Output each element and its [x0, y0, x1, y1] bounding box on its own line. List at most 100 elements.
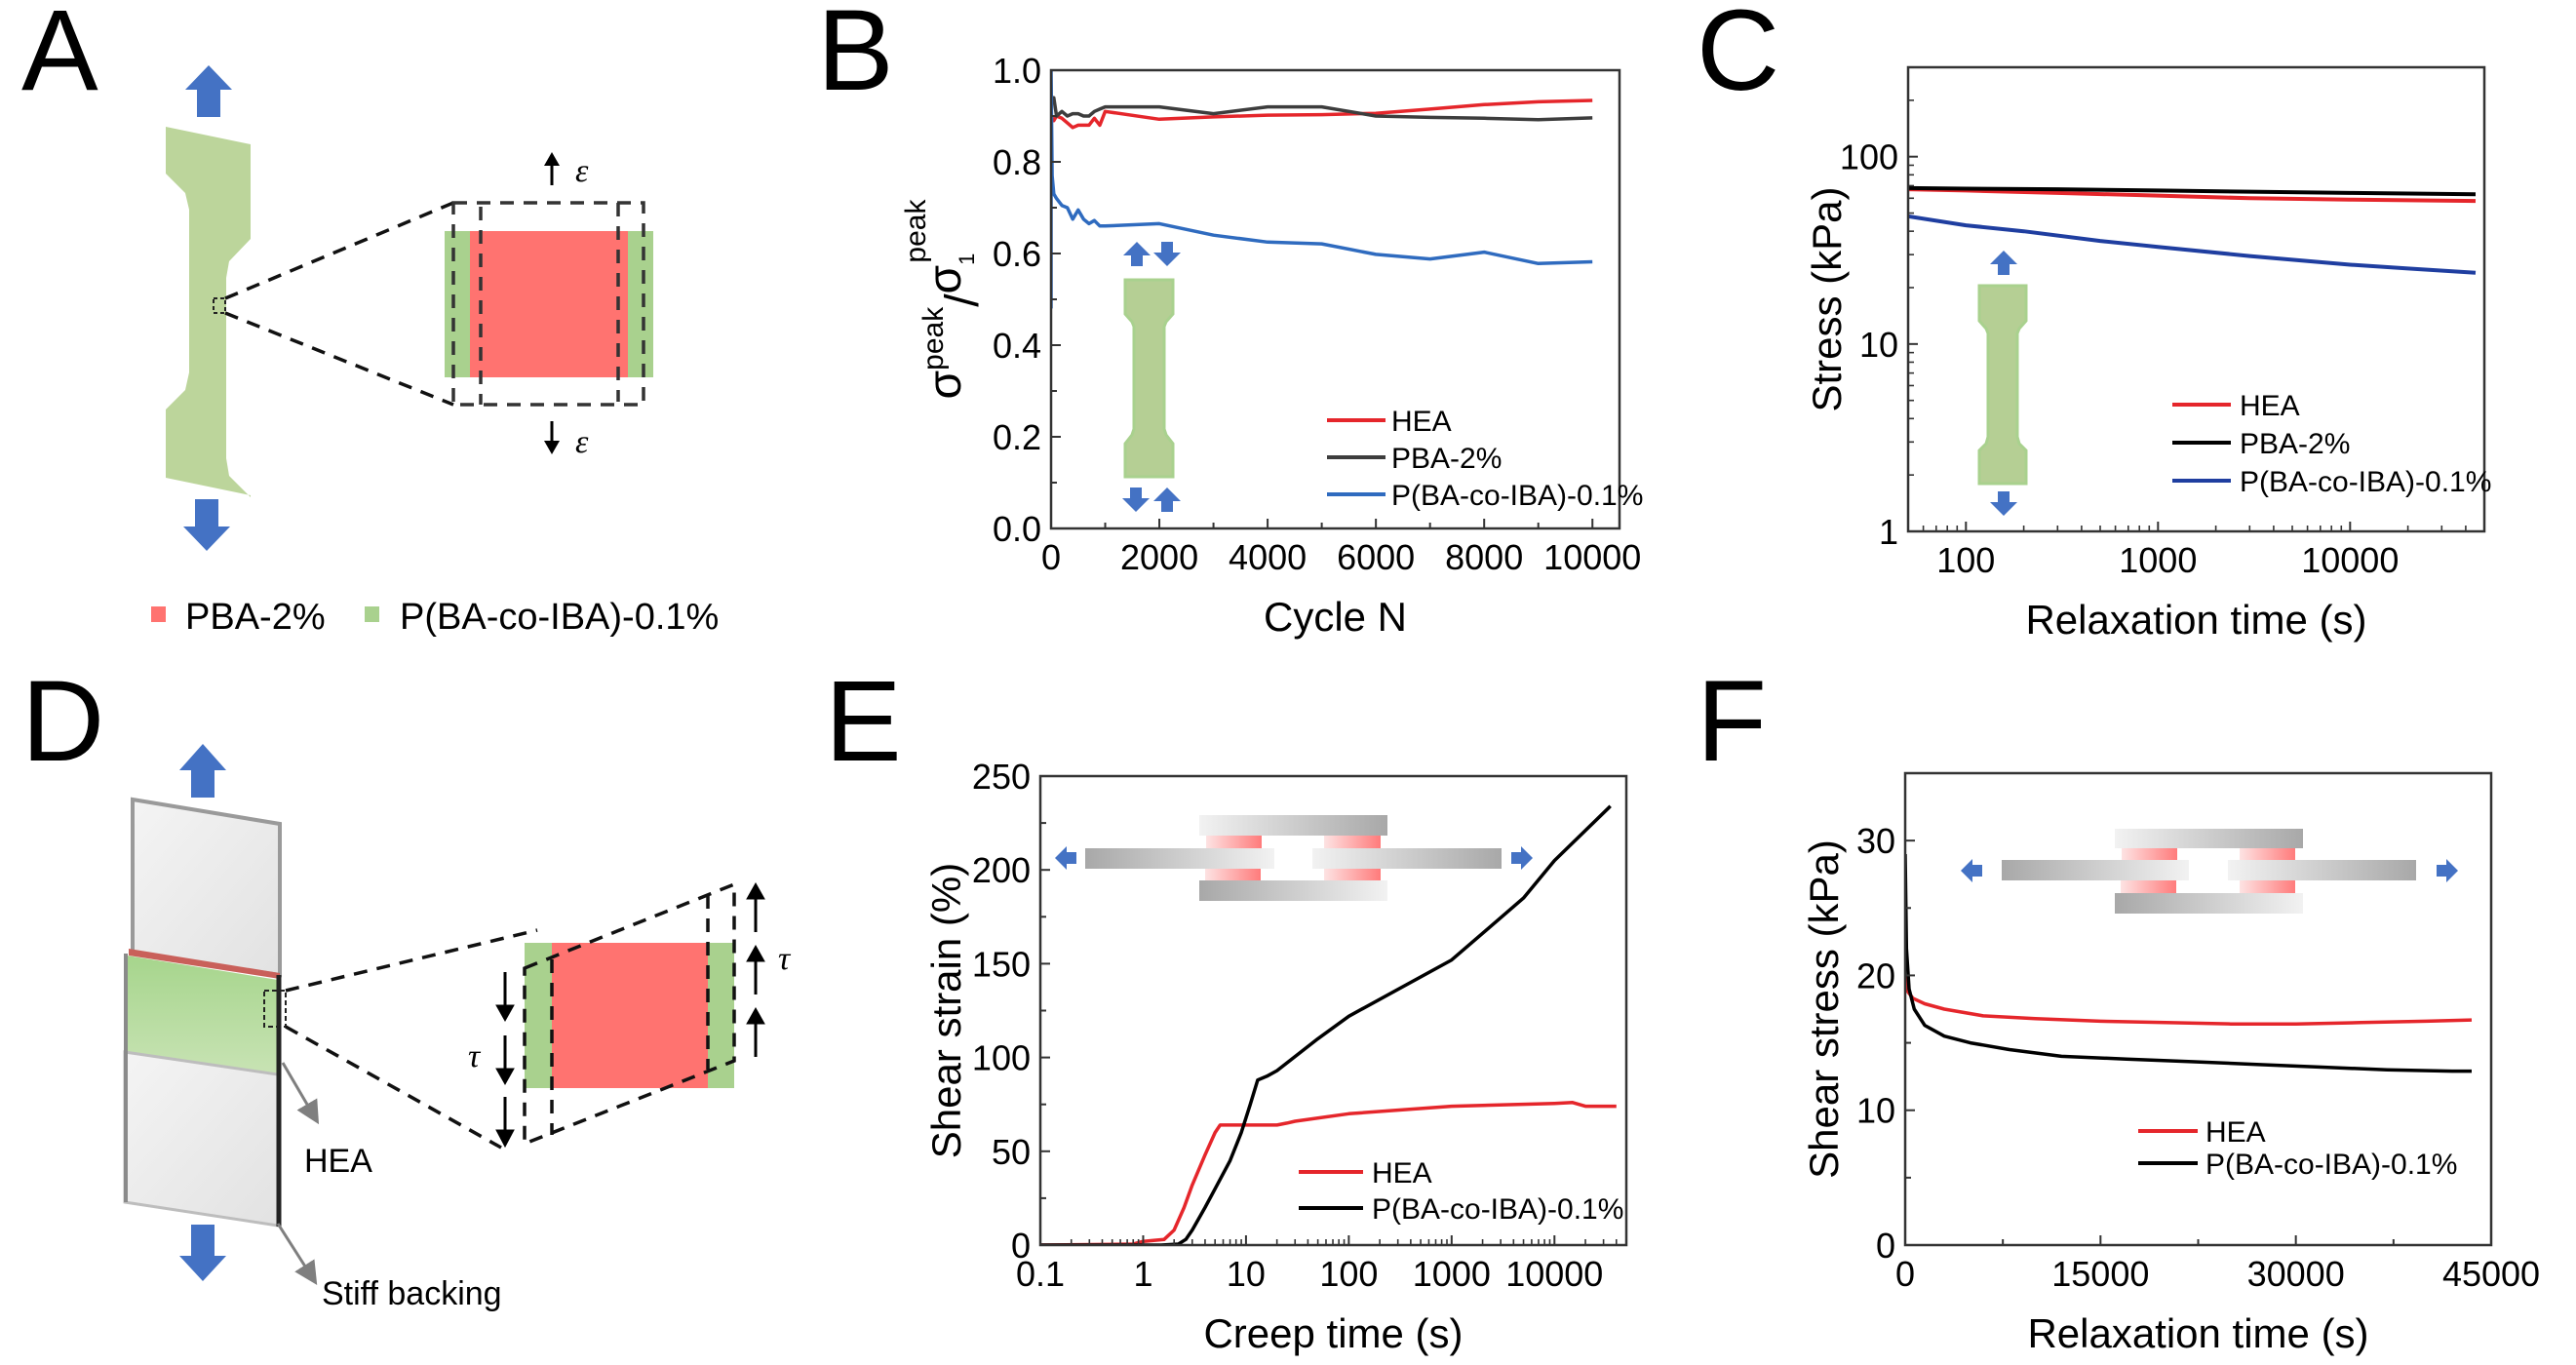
hea-annotation: HEA [304, 1143, 372, 1180]
bottom-slab [123, 1050, 280, 1228]
strain-arrow-down-icon [544, 421, 560, 454]
series-line-hea [1905, 975, 2473, 1026]
hea-pointer [281, 1062, 320, 1125]
panel-b-inset [1122, 242, 1181, 512]
y-tick-label: 0.4 [993, 326, 1041, 366]
pba-layer [470, 231, 628, 377]
chart-c: 100 1000 10000 1 10 100 Relaxation time (s) Str… [1804, 65, 2491, 643]
legend-label: P(BA-co-IBA)-0.1% [2240, 466, 2491, 498]
y-label-slash: / [937, 293, 989, 307]
x-axis-label: Relaxation time (s) [2025, 597, 2366, 643]
x-tick-label: 0.1 [1016, 1254, 1065, 1294]
y-label-main: σ [919, 370, 971, 400]
strain-arrow-up-icon [544, 152, 560, 185]
y-tick-label: 30 [1856, 821, 1895, 861]
x-axis-label: Relaxation time (s) [2027, 1310, 2368, 1356]
up-arrow-icon [185, 65, 232, 117]
series-line-pba-2- [1908, 185, 2477, 197]
down-arrow-icon [179, 1225, 226, 1281]
shear-arrows-down-icon [495, 972, 515, 1149]
zoom-line-top [224, 201, 454, 300]
shear-symbol-left: τ [468, 1038, 482, 1074]
y-axis-label: Shear stress (kPa) [1801, 839, 1847, 1179]
panel-label-f: F [1697, 657, 1767, 786]
x-tick-label: 2000 [1120, 537, 1198, 577]
legend-label-copolymer: P(BA-co-IBA)-0.1% [400, 597, 719, 638]
left-arrow-icon [1961, 859, 1982, 882]
pba-layer-zoom [552, 943, 708, 1088]
shear-arrows-up-icon [746, 881, 765, 1057]
zoom-line-bottom [224, 311, 454, 407]
y-tick-label: 1 [1879, 512, 1898, 552]
up-arrow-icon [1990, 251, 2017, 275]
panel-d-schematic: HEA Stiff backing τ τ [123, 744, 792, 1312]
legend-label: HEA [1372, 1157, 1432, 1190]
chart-e: 0.1 1 10 100 1000 10000 0 50 100 150 200 250 Creep t… [923, 757, 1628, 1356]
y-label-sup2: peak [900, 199, 932, 263]
legend-label: HEA [1391, 406, 1452, 438]
specimen-dogbone [166, 127, 251, 497]
series-line-p-ba-co-iba-0-1- [1051, 70, 1593, 309]
y-axis-label: Stress (kPa) [1804, 186, 1850, 411]
y-label-main2: σ [919, 265, 971, 294]
plot-frame [1906, 65, 2486, 533]
y-tick-label: 0.0 [993, 509, 1041, 549]
series-line-hea [1051, 98, 1593, 130]
up-arrow-icon [1123, 242, 1151, 266]
y-tick-label: 150 [972, 944, 1031, 984]
x-tick-label: 1000 [1413, 1254, 1491, 1294]
right-arrow-icon [1511, 846, 1533, 870]
lap-bottom-bar [1199, 880, 1387, 901]
down-arrow-icon [1990, 491, 2017, 516]
zoom-line-bottom [285, 1025, 502, 1150]
y-tick-label: 200 [972, 850, 1031, 890]
lap-top-bar [2115, 829, 2303, 848]
chart-f: 0 15000 30000 45000 0 10 20 30 Relaxation time (… [1801, 771, 2540, 1356]
backing-annotation: Stiff backing [322, 1275, 502, 1312]
y-axis-label: σpeak/σ1peak [900, 199, 989, 400]
y-tick-label: 1.0 [993, 51, 1041, 91]
x-tick-label: 45000 [2442, 1254, 2540, 1294]
adhesive-pad [1324, 836, 1381, 848]
y-axis-label: Shear strain (%) [923, 863, 969, 1158]
y-tick-label: 10 [1859, 325, 1898, 365]
lap-left-bar [1085, 848, 1274, 869]
lap-top-bar [1199, 815, 1387, 836]
legend-label: P(BA-co-IBA)-0.1% [2205, 1149, 2457, 1181]
up-arrow-icon [1153, 488, 1181, 512]
adhesive-pad [2240, 880, 2295, 893]
x-tick-label: 0 [1895, 1254, 1915, 1294]
x-tick-label: 1000 [2119, 540, 2197, 580]
y-tick-label: 250 [972, 757, 1031, 797]
x-axis-label: Creep time (s) [1203, 1310, 1463, 1356]
strain-symbol-bottom: ε [575, 424, 589, 460]
y-tick-label: 0 [1876, 1226, 1895, 1266]
series-line-hea [1040, 1101, 1617, 1245]
series-line-pba-2- [1051, 96, 1593, 122]
hea-layer-edge [129, 949, 280, 979]
panel-label-d: D [21, 657, 104, 786]
specimen-dogbone [1123, 278, 1175, 479]
legend-swatch-copolymer [365, 606, 379, 622]
x-tick-label: 100 [1319, 1254, 1378, 1294]
x-tick-label: 6000 [1337, 537, 1415, 577]
copolymer-layer [127, 956, 278, 1074]
x-tick-label: 10000 [1505, 1254, 1603, 1294]
y-tick-label: 0.2 [993, 417, 1041, 457]
series-line-p-ba-co-iba-0-1- [1040, 804, 1612, 1245]
panel-label-b: B [817, 0, 894, 115]
adhesive-pad [2240, 848, 2295, 860]
lap-right-bar [2228, 860, 2416, 880]
series-line-p-ba-co-iba-0-1- [1908, 214, 2477, 275]
top-slab [131, 797, 282, 978]
y-tick-label: 10 [1856, 1091, 1895, 1131]
y-tick-label: 0.6 [993, 234, 1041, 274]
y-tick-label: 0 [1011, 1226, 1031, 1266]
legend: HEA PBA-2% P(BA-co-IBA)-0.1% [1327, 406, 1643, 512]
down-arrow-icon [183, 499, 230, 551]
panel-a-legend: PBA-2% P(BA-co-IBA)-0.1% [151, 597, 719, 638]
y-tick-label: 20 [1856, 956, 1895, 995]
x-tick-label: 10000 [2301, 540, 2399, 580]
right-arrow-icon [2437, 859, 2458, 882]
